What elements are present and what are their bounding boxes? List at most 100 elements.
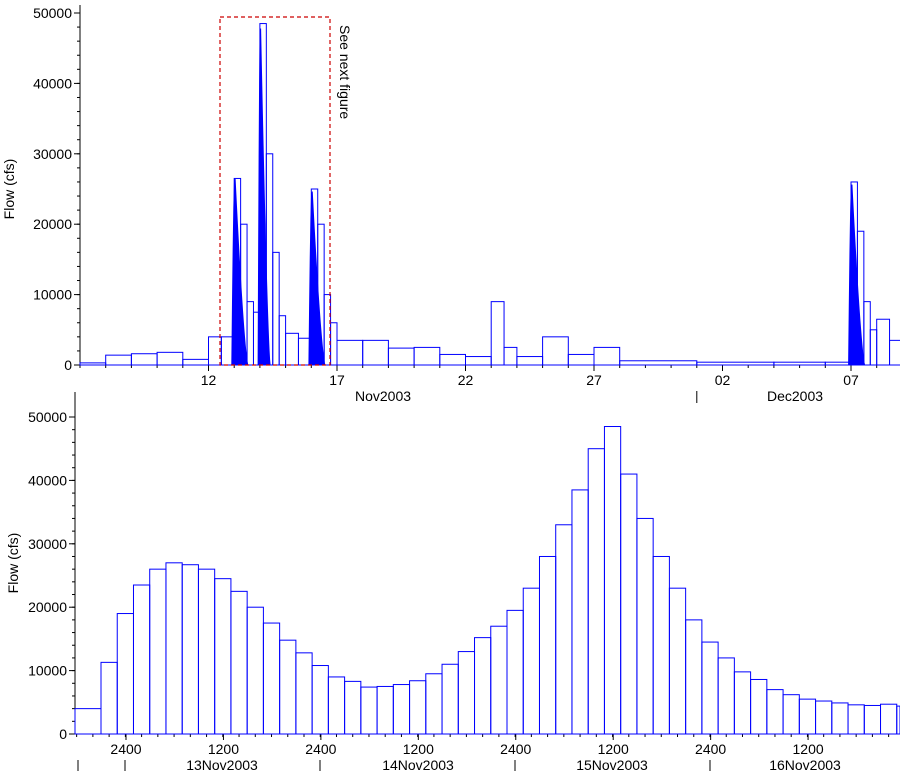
flow-step xyxy=(387,347,415,366)
y-tick-label: 20000 xyxy=(28,599,67,615)
flow-step xyxy=(285,332,299,366)
x-tick-label: 1200 xyxy=(208,741,239,757)
y-tick-label: 0 xyxy=(64,357,72,373)
flow-step xyxy=(278,315,287,366)
x-tick-label: 2400 xyxy=(695,741,726,757)
annotation-box xyxy=(219,16,331,366)
flow-step xyxy=(516,356,544,366)
flow-step xyxy=(896,705,900,735)
x-day-label: 13Nov2003 xyxy=(186,757,258,771)
flow-step xyxy=(782,694,800,735)
flow-step xyxy=(766,689,784,735)
flow-step xyxy=(441,663,459,735)
flow-step xyxy=(798,698,817,735)
flow-step xyxy=(344,680,362,735)
flow-step xyxy=(327,676,346,735)
flood-peak xyxy=(231,178,249,366)
flow-step xyxy=(603,426,622,735)
flow-step xyxy=(362,339,389,366)
flow-step xyxy=(815,700,833,735)
flow-step xyxy=(490,301,505,366)
flow-step xyxy=(130,353,158,366)
x-tick-label: 2400 xyxy=(305,741,336,757)
flow-step xyxy=(668,587,687,735)
flow-step xyxy=(272,251,280,366)
flow-step xyxy=(311,665,329,735)
flow-step xyxy=(542,336,569,366)
y-tick-label: 40000 xyxy=(28,472,67,488)
y-tick-label: 10000 xyxy=(28,663,67,679)
y-tick-label: 30000 xyxy=(28,536,67,552)
flow-step xyxy=(685,619,703,735)
flow-step xyxy=(474,637,492,735)
flow-step xyxy=(824,361,852,366)
y-axis-title: Flow (cfs) xyxy=(1,159,17,220)
flow-step xyxy=(336,339,364,366)
flow-step xyxy=(132,584,151,735)
flow-step xyxy=(165,562,183,735)
flow-step xyxy=(116,613,134,735)
flow-step xyxy=(847,704,865,735)
flow-step xyxy=(465,356,492,366)
flow-step xyxy=(863,704,882,735)
flow-step xyxy=(652,555,670,735)
flow-step xyxy=(360,686,378,735)
x-day-label: 15Nov2003 xyxy=(576,757,648,771)
x-tick-label: 17 xyxy=(329,372,345,388)
flow-step xyxy=(100,661,118,735)
flow-step xyxy=(230,590,248,735)
x-tick-label: 2400 xyxy=(500,741,531,757)
flow-step xyxy=(593,346,621,366)
flow-step xyxy=(197,568,216,735)
flow-step xyxy=(831,702,849,735)
bottom-flow-chart: 0 10000 20000 30000 40000 50000 Flow (cfs) 2400… xyxy=(5,392,900,771)
x-day-label: 14Nov2003 xyxy=(382,757,454,771)
flow-step xyxy=(74,708,102,735)
flow-step xyxy=(392,684,411,735)
x-tick-label: 1200 xyxy=(598,741,629,757)
flow-step xyxy=(490,625,508,735)
flow-step xyxy=(567,353,595,366)
flow-step xyxy=(636,517,654,735)
x-tick-label: 07 xyxy=(843,372,859,388)
flow-step xyxy=(863,301,871,366)
flood-peak xyxy=(257,28,271,366)
flow-step xyxy=(457,651,476,735)
x-period-label: Dec2003 xyxy=(767,388,823,404)
flow-step xyxy=(696,361,775,366)
flow-step xyxy=(246,301,254,366)
flood-peak xyxy=(308,191,326,366)
flow-step xyxy=(79,362,107,366)
flow-step xyxy=(279,639,297,735)
flow-step xyxy=(619,360,698,366)
flow-step xyxy=(295,652,313,735)
y-tick-label: 0 xyxy=(59,726,67,742)
flow-step xyxy=(555,524,573,735)
flow-step xyxy=(733,671,752,735)
flow-step xyxy=(538,555,557,735)
flow-step xyxy=(262,622,281,735)
flow-step xyxy=(425,673,443,735)
y-tick-label: 30000 xyxy=(33,146,72,162)
flow-step xyxy=(503,346,518,366)
flow-step xyxy=(717,657,735,735)
flow-step xyxy=(876,318,891,366)
flow-step xyxy=(773,361,826,366)
flow-step xyxy=(701,641,719,735)
x-tick-label: 2400 xyxy=(110,741,141,757)
x-tick-label: 02 xyxy=(715,372,731,388)
flow-step xyxy=(409,680,427,735)
flow-step xyxy=(750,678,768,735)
flow-step xyxy=(156,351,184,366)
flow-step xyxy=(181,564,199,735)
y-tick-label: 40000 xyxy=(33,75,72,91)
flow-step xyxy=(506,609,524,735)
x-tick-label: 1200 xyxy=(793,741,824,757)
flow-step xyxy=(571,489,589,735)
flow-step xyxy=(439,353,466,366)
y-tick-label: 50000 xyxy=(33,5,72,21)
flow-step xyxy=(869,329,878,366)
x-tick-label: 1200 xyxy=(403,741,434,757)
x-tick-label: 12 xyxy=(201,372,217,388)
